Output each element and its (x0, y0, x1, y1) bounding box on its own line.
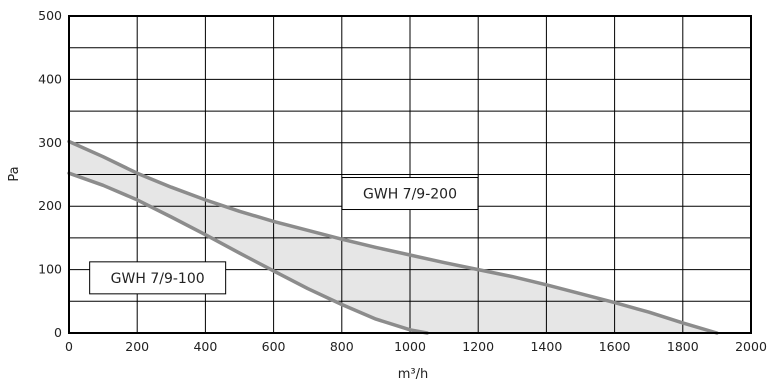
y-tick-label: 200 (38, 198, 62, 213)
tick-label-layer: 0 200 400 600 800 1000 1200 1400 1600 1800 2000 0 10… (38, 8, 767, 354)
x-tick-label: 1600 (599, 339, 631, 354)
y-tick-label: 0 (54, 325, 62, 340)
x-tick-label: 600 (262, 339, 286, 354)
annotation-box (341, 177, 479, 211)
x-tick-label: 1200 (462, 339, 494, 354)
x-tick-label: 1000 (394, 339, 426, 354)
y-tick-label: 500 (38, 8, 62, 23)
frame-layer (68, 15, 752, 334)
x-tick-label: 1800 (667, 339, 699, 354)
x-tick-label: 2000 (735, 339, 767, 354)
plot-frame (68, 15, 752, 334)
x-tick-label: 0 (65, 339, 73, 354)
y-tick-label: 100 (38, 262, 62, 277)
x-axis-label: m³/h (398, 367, 429, 382)
x-tick-label: 200 (125, 339, 149, 354)
series-layer (67, 139, 719, 335)
annotation-box (89, 261, 227, 295)
y-tick-label: 300 (38, 135, 62, 150)
annotation-layer: GWH 7/9-200 GWH 7/9-100 (89, 177, 479, 295)
y-axis-label: Pa (7, 166, 22, 181)
x-tick-label: 400 (193, 339, 217, 354)
series-line-gwh-7-9-100 (67, 171, 429, 335)
y-tick-label: 400 (38, 71, 62, 86)
x-tick-label: 800 (330, 339, 354, 354)
x-tick-label: 1400 (530, 339, 562, 354)
annotation-label: GWH 7/9-200 (363, 187, 457, 203)
annotation-label: GWH 7/9-100 (111, 271, 205, 287)
series-line-gwh-7-9-200 (67, 139, 719, 335)
